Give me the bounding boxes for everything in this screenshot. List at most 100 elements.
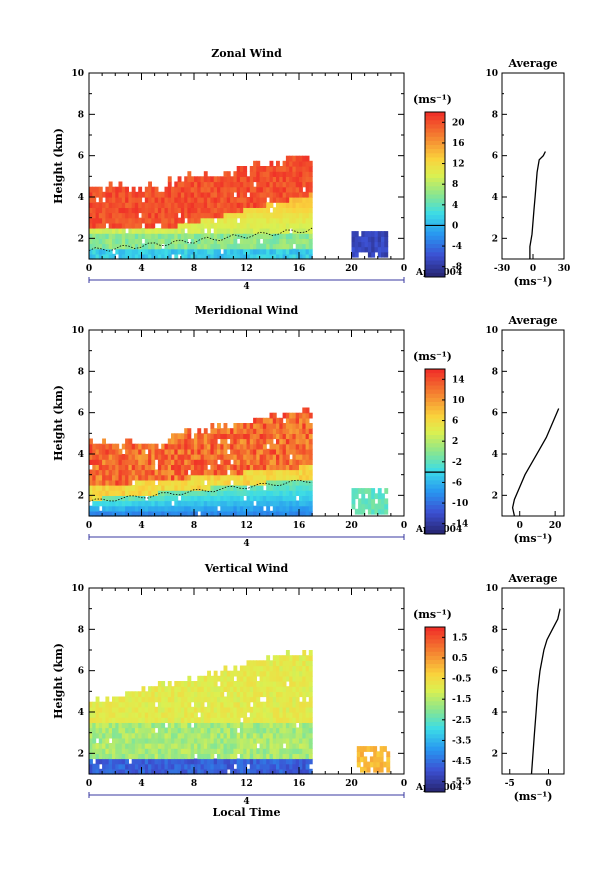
- heatmap-cell: [171, 191, 175, 198]
- heatmap-cell: [295, 454, 300, 460]
- heatmap-cell: [305, 701, 310, 708]
- heatmap-cell: [289, 212, 294, 219]
- heatmap-cell: [233, 433, 238, 440]
- heatmap-cell: [302, 228, 307, 234]
- heatmap-cell: [217, 479, 221, 486]
- heatmap-cell: [239, 675, 244, 682]
- heatmap-cell: [180, 474, 185, 481]
- heatmap-cell: [256, 681, 261, 687]
- heatmap-cell: [180, 191, 185, 198]
- heatmap-cell: [295, 222, 300, 229]
- heatmap-cell: [226, 701, 231, 708]
- heatmap-cell: [266, 681, 271, 687]
- heatmap-cell: [118, 454, 123, 460]
- heatmap-cell: [184, 233, 189, 239]
- heatmap-cell: [243, 197, 248, 203]
- heatmap-cell: [134, 691, 139, 698]
- heatmap-cell: [141, 233, 146, 239]
- heatmap-cell: [187, 686, 192, 692]
- heatmap-cell: [200, 748, 205, 754]
- heatmap-cell: [299, 732, 303, 739]
- heatmap-cell: [259, 768, 264, 775]
- heatmap-cell: [161, 768, 166, 775]
- heatmap-cell: [134, 207, 139, 214]
- heatmap-cell: [233, 727, 238, 734]
- heatmap-cell: [200, 712, 205, 718]
- heatmap-cell: [276, 706, 280, 713]
- heatmap-cell: [187, 732, 192, 739]
- heatmap-cell: [207, 763, 211, 770]
- heatmap-cell: [154, 500, 159, 507]
- heatmap-cell: [171, 768, 175, 775]
- heatmap-cell: [200, 732, 205, 739]
- heatmap-cell: [134, 443, 139, 450]
- heatmap-cell: [161, 722, 166, 729]
- heatmap-cell: [115, 732, 120, 739]
- heatmap-cell: [151, 510, 156, 517]
- heatmap-cell: [302, 691, 307, 698]
- heatmap-cell: [285, 412, 290, 419]
- heatmap-cell: [308, 510, 313, 517]
- heatmap-cell: [131, 722, 136, 729]
- heatmap-cell: [177, 197, 182, 203]
- heatmap-cell: [164, 763, 169, 770]
- heatmap-cell: [164, 727, 169, 734]
- heatmap-cell: [167, 712, 172, 718]
- heatmap-cell: [141, 495, 146, 502]
- heatmap-cell: [157, 212, 162, 219]
- heatmap-cell: [187, 490, 192, 496]
- heatmap-cell: [220, 474, 225, 481]
- heatmap-cell: [115, 243, 120, 250]
- heatmap-cell: [269, 448, 274, 455]
- heatmap-cell: [154, 505, 159, 512]
- heatmap-cell: [223, 181, 228, 188]
- heatmap-cell: [108, 233, 113, 239]
- heatmap-cell: [203, 763, 208, 770]
- heatmap-cell: [249, 495, 254, 502]
- heatmap-cell: [200, 701, 205, 708]
- heatmap-cell: [305, 176, 310, 183]
- heatmap-cell: [269, 665, 274, 672]
- heatmap-cell: [157, 202, 162, 208]
- heatmap-cell: [171, 233, 175, 239]
- heatmap-cell: [308, 712, 313, 718]
- heatmap-cell: [98, 222, 103, 229]
- heatmap-cell: [246, 665, 251, 672]
- heatmap-cell: [167, 743, 172, 749]
- heatmap-cell: [108, 248, 113, 255]
- heatmap-cell: [210, 722, 215, 729]
- heatmap-cell: [285, 701, 290, 708]
- heatmap-cell: [386, 756, 391, 763]
- heatmap-cell: [381, 498, 385, 505]
- heatmap-cell: [230, 732, 234, 739]
- heatmap-cell: [305, 202, 310, 208]
- heatmap-cell: [230, 748, 234, 754]
- heatmap-cell: [239, 686, 244, 692]
- heatmap-cell: [164, 748, 169, 754]
- heatmap-cell: [377, 231, 382, 237]
- heatmap-cell: [302, 732, 307, 739]
- heatmap-cell: [128, 737, 133, 744]
- heatmap-cell: [299, 155, 303, 162]
- heatmap-cell: [276, 758, 280, 765]
- heatmap-cell: [144, 212, 149, 219]
- heatmap-cell: [184, 238, 189, 245]
- heatmap-cell: [207, 454, 211, 460]
- heatmap-cell: [279, 423, 284, 429]
- heatmap-cell: [269, 670, 274, 677]
- heatmap-cell: [95, 217, 100, 224]
- heatmap-cell: [262, 665, 267, 672]
- heatmap-cell: [269, 186, 274, 193]
- heatmap-cell: [105, 763, 110, 770]
- heatmap-cell: [177, 479, 182, 486]
- heatmap-cell: [279, 500, 284, 507]
- heatmap-cell: [246, 469, 251, 476]
- heatmap-cell: [295, 490, 300, 496]
- heatmap-cell: [138, 727, 143, 734]
- heatmap-cell: [377, 488, 382, 494]
- heatmap-cell: [200, 448, 205, 455]
- heatmap-cell: [200, 207, 205, 214]
- heatmap-cell: [230, 469, 234, 476]
- heatmap-cell: [236, 202, 241, 208]
